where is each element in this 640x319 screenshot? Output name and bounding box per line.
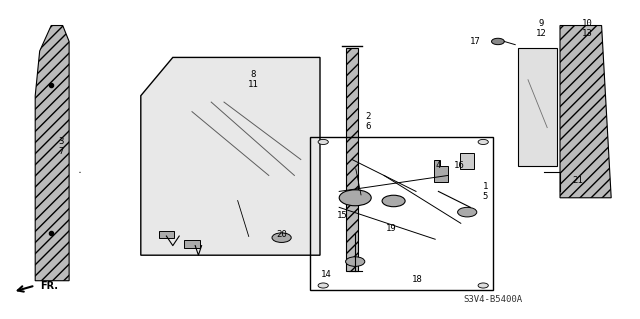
Circle shape <box>382 195 405 207</box>
Circle shape <box>478 283 488 288</box>
Text: 19: 19 <box>387 224 397 233</box>
Text: S3V4-B5400A: S3V4-B5400A <box>463 295 522 304</box>
Text: 8
11: 8 11 <box>248 70 258 89</box>
Polygon shape <box>141 57 320 255</box>
Circle shape <box>272 233 291 242</box>
Text: 16: 16 <box>454 161 465 170</box>
Text: 21: 21 <box>572 176 582 185</box>
Text: 15: 15 <box>337 211 348 220</box>
Text: 20: 20 <box>276 230 287 239</box>
Polygon shape <box>434 160 448 182</box>
Text: 14: 14 <box>321 270 332 279</box>
FancyBboxPatch shape <box>184 240 200 248</box>
Text: 1
5: 1 5 <box>483 182 488 201</box>
Circle shape <box>492 38 504 45</box>
Circle shape <box>318 139 328 145</box>
Circle shape <box>339 190 371 206</box>
Polygon shape <box>346 48 358 271</box>
Polygon shape <box>560 26 611 198</box>
Polygon shape <box>35 26 69 281</box>
Text: 2
6: 2 6 <box>365 112 371 131</box>
Text: 18: 18 <box>412 275 422 284</box>
Circle shape <box>478 139 488 145</box>
Polygon shape <box>518 48 557 166</box>
Text: 10
13: 10 13 <box>582 19 593 38</box>
FancyBboxPatch shape <box>560 172 589 191</box>
FancyBboxPatch shape <box>460 153 474 169</box>
Text: 3
7: 3 7 <box>58 137 63 156</box>
FancyBboxPatch shape <box>159 231 174 238</box>
Text: 17: 17 <box>470 37 480 46</box>
Text: 4: 4 <box>436 161 441 170</box>
Circle shape <box>346 257 365 266</box>
Text: FR.: FR. <box>40 281 58 292</box>
Text: 9
12: 9 12 <box>536 19 546 38</box>
Circle shape <box>458 207 477 217</box>
Circle shape <box>318 283 328 288</box>
